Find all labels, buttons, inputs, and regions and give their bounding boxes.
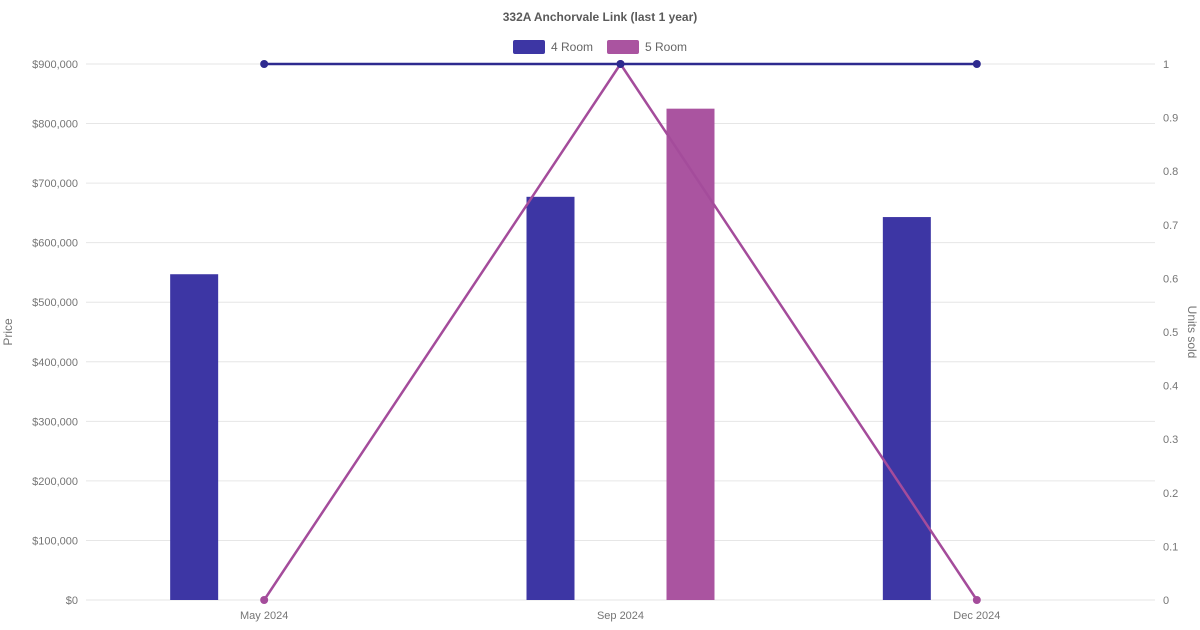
left-axis-title: Price [1,318,15,346]
bar-4-room-dec-2024 [882,217,931,600]
point-4-room-dec-2024 [972,60,981,68]
bar-5-room-sep-2024 [666,108,715,601]
chart-legend: 4 Room 5 Room [0,40,1200,54]
bar-4-room-sep-2024 [526,196,575,600]
point-4-room-sep-2024 [616,60,625,68]
line-5-room [263,62,978,601]
left-axis-tick-label: $600,000 [32,238,78,250]
right-axis-tick-label: 0.2 [1163,488,1178,500]
left-axis-tick-label: $700,000 [32,178,78,190]
right-axis-tick-label: 0.3 [1163,434,1178,446]
point-4-room-may-2024 [260,60,269,68]
point-5-room-may-2024 [260,596,269,604]
left-axis-tick-label: $300,000 [32,416,78,428]
right-axis-title: Units sold [1185,306,1199,359]
legend-swatch-5-room [607,40,639,54]
right-axis-tick-label: 0.8 [1163,166,1178,178]
legend-item-4-room[interactable]: 4 Room [512,40,593,54]
x-axis-tick-label-sep-2024: Sep 2024 [597,610,644,622]
point-5-room-dec-2024 [972,596,981,604]
left-axis-tick-label: $800,000 [32,119,78,131]
left-axis-tick-label: $0 [66,595,78,607]
left-axis-tick-label: $900,000 [32,59,78,71]
right-axis-tick-label: 0.6 [1163,273,1178,285]
chart-title: 332A Anchorvale Link (last 1 year) [502,10,698,24]
left-axis-tick-label: $100,000 [32,535,78,547]
legend-label-4-room: 4 Room [550,40,593,54]
x-axis-tick-label-dec-2024: Dec 2024 [953,610,1000,622]
legend-label-5-room: 5 Room [645,40,688,54]
left-axis-tick-label: $200,000 [32,476,78,488]
right-axis-tick-label: 0.4 [1163,381,1178,393]
right-axis-tick-label: 0.1 [1163,541,1178,553]
right-axis-tick-label: 0.7 [1163,220,1178,232]
right-axis-tick-label: 0.9 [1163,113,1178,125]
bar-4-room-may-2024 [170,274,219,600]
right-axis-tick-label: 0 [1163,595,1169,607]
legend-item-5-room[interactable]: 5 Room [607,40,687,54]
legend-swatch-4-room [512,40,545,54]
right-axis-tick-label: 0.5 [1163,327,1178,339]
left-axis-tick-label: $500,000 [32,297,78,309]
right-axis-tick-label: 1 [1163,59,1169,71]
x-axis-tick-label-may-2024: May 2024 [240,610,288,622]
left-axis-tick-label: $400,000 [32,357,78,369]
